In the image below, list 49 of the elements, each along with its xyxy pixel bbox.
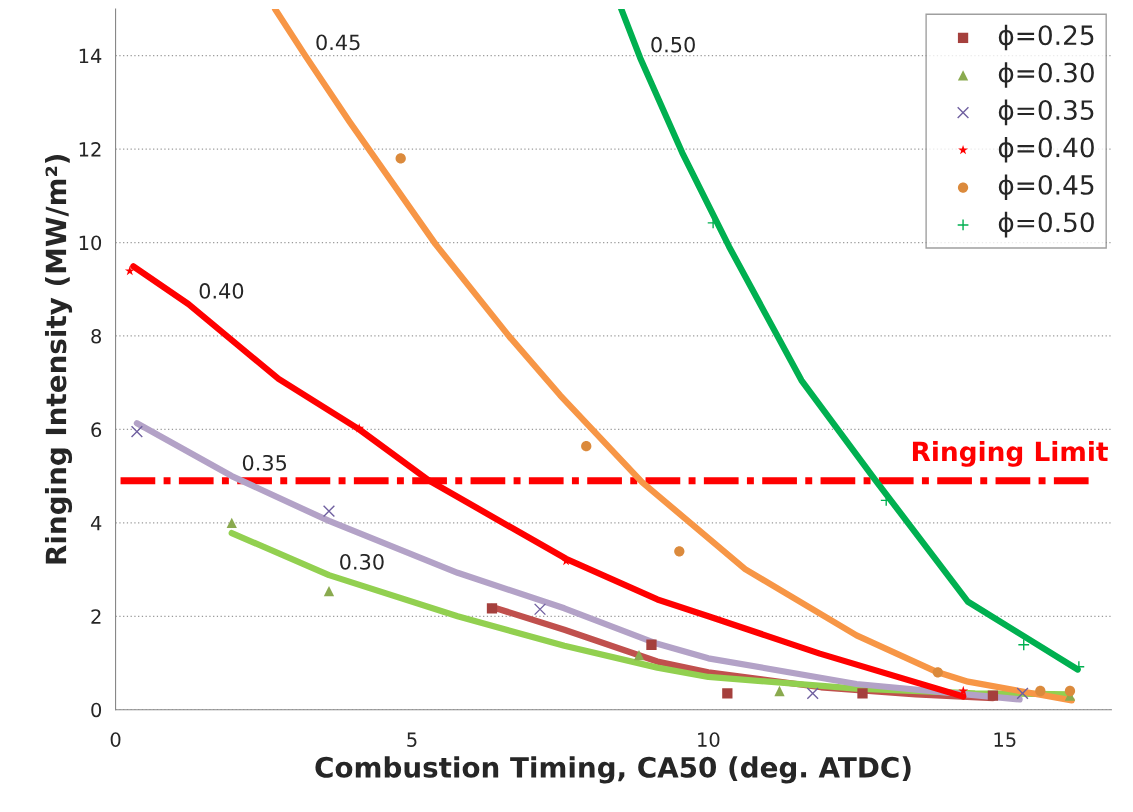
legend-label: ϕ=0.30 — [998, 62, 1094, 88]
point — [1035, 685, 1046, 697]
point — [1017, 638, 1030, 651]
point — [322, 505, 336, 518]
series-label: 0.45 — [316, 34, 360, 51]
point — [1064, 685, 1076, 697]
point — [323, 585, 335, 597]
y-tick-label: 4 — [90, 516, 102, 531]
point — [1016, 687, 1029, 700]
y-tick-label: 0 — [91, 702, 102, 718]
x-tick-label: 10 — [698, 732, 720, 747]
point — [674, 546, 685, 557]
series-label: 0.35 — [242, 454, 287, 471]
series-label: 0.30 — [340, 553, 384, 570]
x-tick-label: 0 — [110, 732, 121, 747]
y-tick-label: 10 — [79, 235, 102, 251]
x-tick-label: 5 — [407, 732, 417, 747]
legend-label: ϕ=0.25 — [998, 24, 1094, 51]
y-tick-label: 8 — [91, 328, 102, 344]
point — [486, 603, 498, 614]
legend-label: ϕ=0.50 — [998, 211, 1094, 238]
legend-label: ϕ=0.35 — [998, 99, 1094, 126]
point — [857, 688, 868, 699]
ref-line-label: Ringing Limit — [912, 441, 1108, 467]
x-tick-label: 15 — [994, 732, 1016, 747]
point — [124, 265, 135, 276]
y-axis-title: Ringing Intensity (MW/m²) — [44, 154, 73, 564]
point — [958, 685, 969, 696]
point — [226, 517, 237, 528]
series-label: 0.40 — [199, 283, 244, 299]
point — [533, 603, 547, 616]
point — [932, 667, 943, 678]
point — [633, 649, 645, 661]
point — [806, 687, 819, 700]
point — [646, 639, 657, 650]
y-tick-label: 6 — [91, 422, 102, 438]
point — [581, 441, 592, 452]
point — [395, 153, 406, 164]
legend-label: ϕ=0.40 — [998, 137, 1094, 163]
series-label: 0.50 — [651, 36, 695, 53]
point — [774, 685, 785, 697]
point — [130, 425, 143, 438]
y-tick-label: 14 — [79, 48, 102, 64]
x-axis-title: Combustion Timing, CA50 (deg. ATDC) — [315, 756, 911, 784]
legend-label: ϕ=0.45 — [998, 174, 1094, 200]
y-tick-label: 12 — [79, 142, 101, 157]
point — [987, 690, 999, 701]
y-tick-label: 2 — [91, 609, 101, 624]
point — [722, 688, 733, 699]
